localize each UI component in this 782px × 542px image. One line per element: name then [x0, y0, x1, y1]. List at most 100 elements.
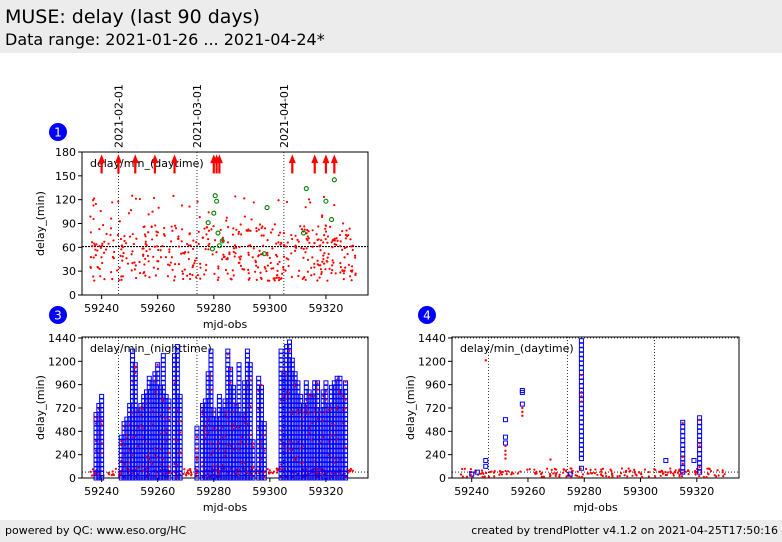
red-point [589, 468, 592, 471]
blue-square [219, 430, 225, 436]
red-point [647, 475, 650, 478]
red-point [580, 475, 584, 479]
red-point [219, 228, 222, 232]
blue-square [292, 375, 298, 381]
blue-square [172, 439, 178, 445]
blue-square [222, 421, 228, 427]
blue-square [138, 425, 144, 431]
blue-square [320, 439, 326, 445]
red-point [249, 244, 252, 247]
panel-title: delay/min_(daytime) [90, 157, 204, 170]
red-point [303, 228, 306, 231]
red-point [144, 240, 147, 243]
blue-square [228, 439, 234, 445]
blue-square [578, 433, 584, 439]
blue-square [309, 475, 315, 481]
red-point [669, 467, 672, 470]
red-point [255, 230, 258, 233]
red-point [238, 245, 241, 249]
red-point [713, 474, 716, 477]
blue-square [172, 466, 178, 472]
red-point [152, 196, 156, 200]
red-point [316, 382, 319, 385]
blue-square [303, 380, 309, 386]
blue-square [340, 398, 346, 404]
blue-square [236, 443, 242, 449]
red-point [273, 279, 276, 282]
blue-square [146, 466, 152, 472]
blue-square [135, 430, 141, 436]
y-axis-label: delay_(min) [34, 375, 47, 440]
blue-square [289, 443, 295, 449]
blue-square [292, 389, 298, 395]
red-point [226, 353, 229, 356]
blue-square [261, 430, 267, 436]
blue-square [158, 434, 164, 440]
red-point [118, 266, 121, 269]
blue-square [326, 421, 332, 427]
blue-square [309, 461, 315, 467]
blue-square [578, 383, 584, 389]
red-point [339, 271, 342, 274]
red-point [91, 244, 94, 248]
blue-square [146, 375, 152, 381]
red-point [338, 233, 342, 237]
red-point [224, 268, 228, 272]
blue-square [99, 425, 105, 431]
red-point [351, 248, 354, 252]
blue-square [578, 351, 584, 357]
red-point [266, 467, 269, 471]
red-point [308, 241, 311, 244]
blue-square [298, 402, 304, 408]
blue-square [222, 452, 228, 458]
red-point [538, 470, 541, 473]
blue-square [222, 402, 228, 408]
blue-square [127, 448, 133, 454]
blue-square [244, 461, 250, 467]
blue-square [177, 412, 183, 418]
blue-square [289, 470, 295, 476]
red-point [276, 263, 279, 266]
blue-square [99, 398, 105, 404]
red-point [182, 277, 185, 281]
blue-square [149, 384, 155, 390]
blue-square [228, 457, 234, 463]
red-point [212, 410, 215, 413]
red-point [177, 237, 180, 240]
blue-square [289, 425, 295, 431]
blue-square [149, 389, 155, 395]
blue-square [225, 380, 231, 386]
blue-square [146, 380, 152, 386]
blue-square [312, 402, 318, 408]
blue-square [680, 451, 686, 457]
red-point [344, 237, 347, 240]
red-point [616, 475, 619, 478]
blue-square [334, 389, 340, 395]
red-point [534, 471, 537, 475]
red-point [143, 225, 146, 228]
blue-square [194, 439, 200, 445]
red-point [706, 467, 709, 470]
red-point [304, 278, 307, 281]
blue-square [281, 475, 287, 481]
red-point [240, 233, 243, 236]
red-point [545, 467, 549, 470]
blue-square [680, 419, 686, 425]
blue-square [298, 412, 304, 418]
red-point [179, 452, 182, 455]
red-point [131, 262, 134, 265]
blue-square [155, 421, 161, 427]
blue-square [244, 457, 250, 463]
blue-square [278, 393, 284, 399]
red-point [226, 241, 230, 244]
red-point [666, 471, 669, 474]
blue-square [309, 416, 315, 422]
red-point [316, 263, 319, 266]
red-point [344, 446, 347, 449]
blue-square [331, 475, 337, 481]
red-point [167, 465, 171, 468]
red-point [306, 229, 309, 232]
blue-square [298, 434, 304, 440]
blue-square [211, 452, 217, 458]
blue-square [306, 416, 312, 422]
